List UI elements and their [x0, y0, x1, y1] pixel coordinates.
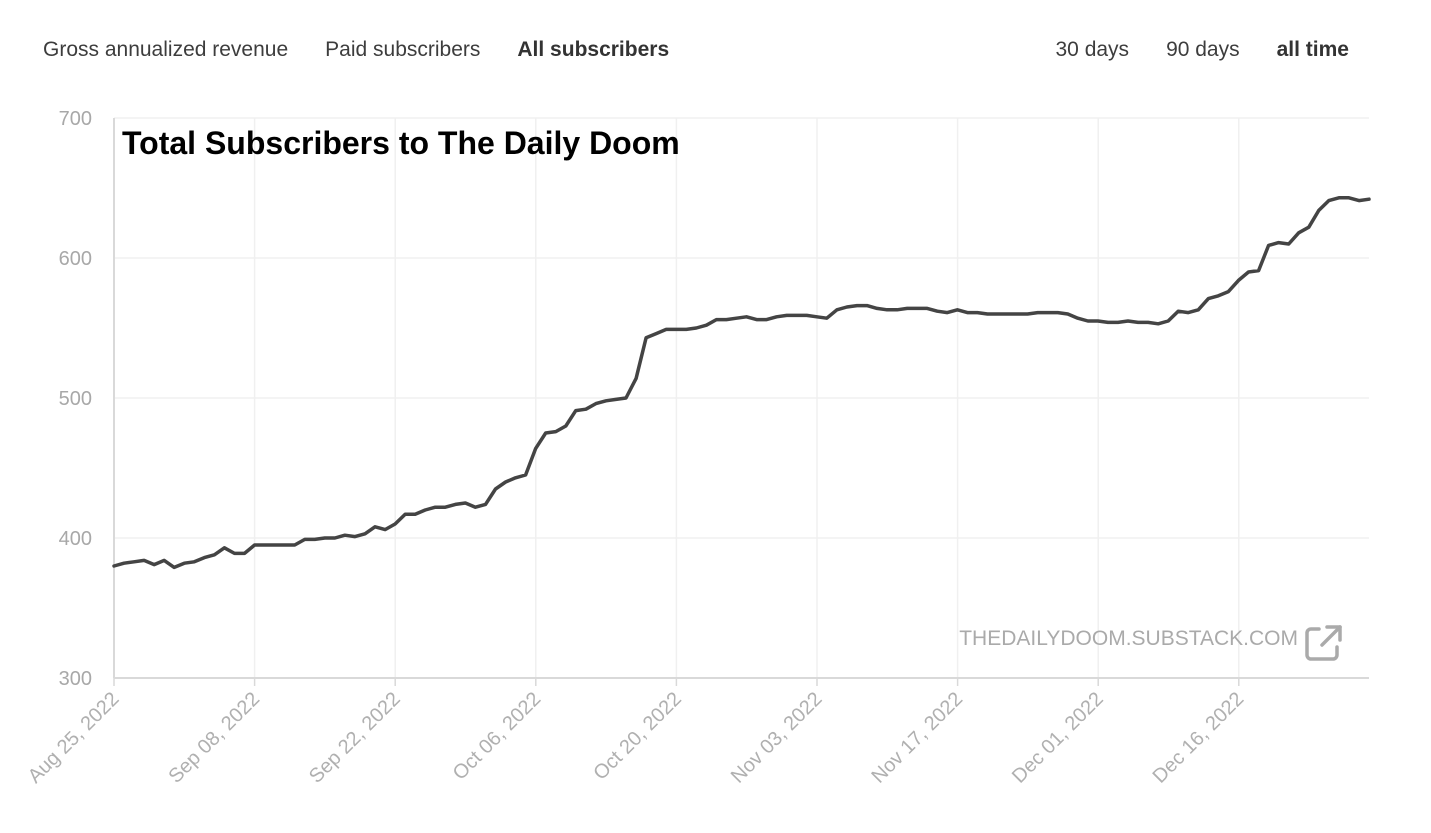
- tab-30-days[interactable]: 30 days: [1055, 38, 1130, 61]
- x-tick-label: Dec 01, 2022: [1008, 688, 1108, 788]
- chart-title: Total Subscribers to The Daily Doom: [122, 125, 680, 161]
- watermark-text[interactable]: THEDAILYDOOM.SUBSTACK.COM: [959, 627, 1298, 650]
- external-link-icon[interactable]: [1305, 625, 1342, 661]
- x-tick-label: Aug 25, 2022: [24, 688, 124, 788]
- y-tick-label: 400: [59, 528, 92, 550]
- tab-gross-annualized-revenue[interactable]: Gross annualized revenue: [43, 38, 289, 61]
- tab-paid-subscribers[interactable]: Paid subscribers: [325, 38, 481, 61]
- tab-90-days[interactable]: 90 days: [1166, 38, 1240, 61]
- x-tick-label: Oct 06, 2022: [449, 688, 546, 785]
- x-tick-label: Nov 03, 2022: [727, 688, 827, 788]
- axis-layer: 300 400 500 600 700 Aug 25, 2022 Sep 08, 2022 S…: [24, 108, 1369, 788]
- y-tick-label: 500: [59, 388, 92, 410]
- x-tick-label: Sep 08, 2022: [164, 688, 264, 788]
- x-tick-label: Oct 20, 2022: [589, 688, 686, 785]
- y-tick-label: 600: [59, 248, 92, 270]
- metric-tabs: Gross annualized revenue Paid subscriber…: [43, 38, 669, 62]
- y-tick-label: 700: [59, 108, 92, 130]
- tab-all-time[interactable]: all time: [1276, 38, 1349, 61]
- range-tabs: 30 days 90 days all time: [1056, 38, 1350, 62]
- line-layer: [112, 196, 1371, 570]
- x-tick-label: Nov 17, 2022: [867, 688, 967, 788]
- y-tick-label: 300: [59, 668, 92, 690]
- series-line-all-subscribers: [112, 196, 1371, 570]
- watermark-link[interactable]: THEDAILYDOOM.SUBSTACK.COM: [959, 625, 1342, 661]
- grid-layer: [114, 117, 1369, 678]
- x-tick-label: Dec 16, 2022: [1149, 688, 1249, 788]
- tab-all-subscribers[interactable]: All subscribers: [517, 38, 670, 61]
- x-tick-label: Sep 22, 2022: [305, 688, 405, 788]
